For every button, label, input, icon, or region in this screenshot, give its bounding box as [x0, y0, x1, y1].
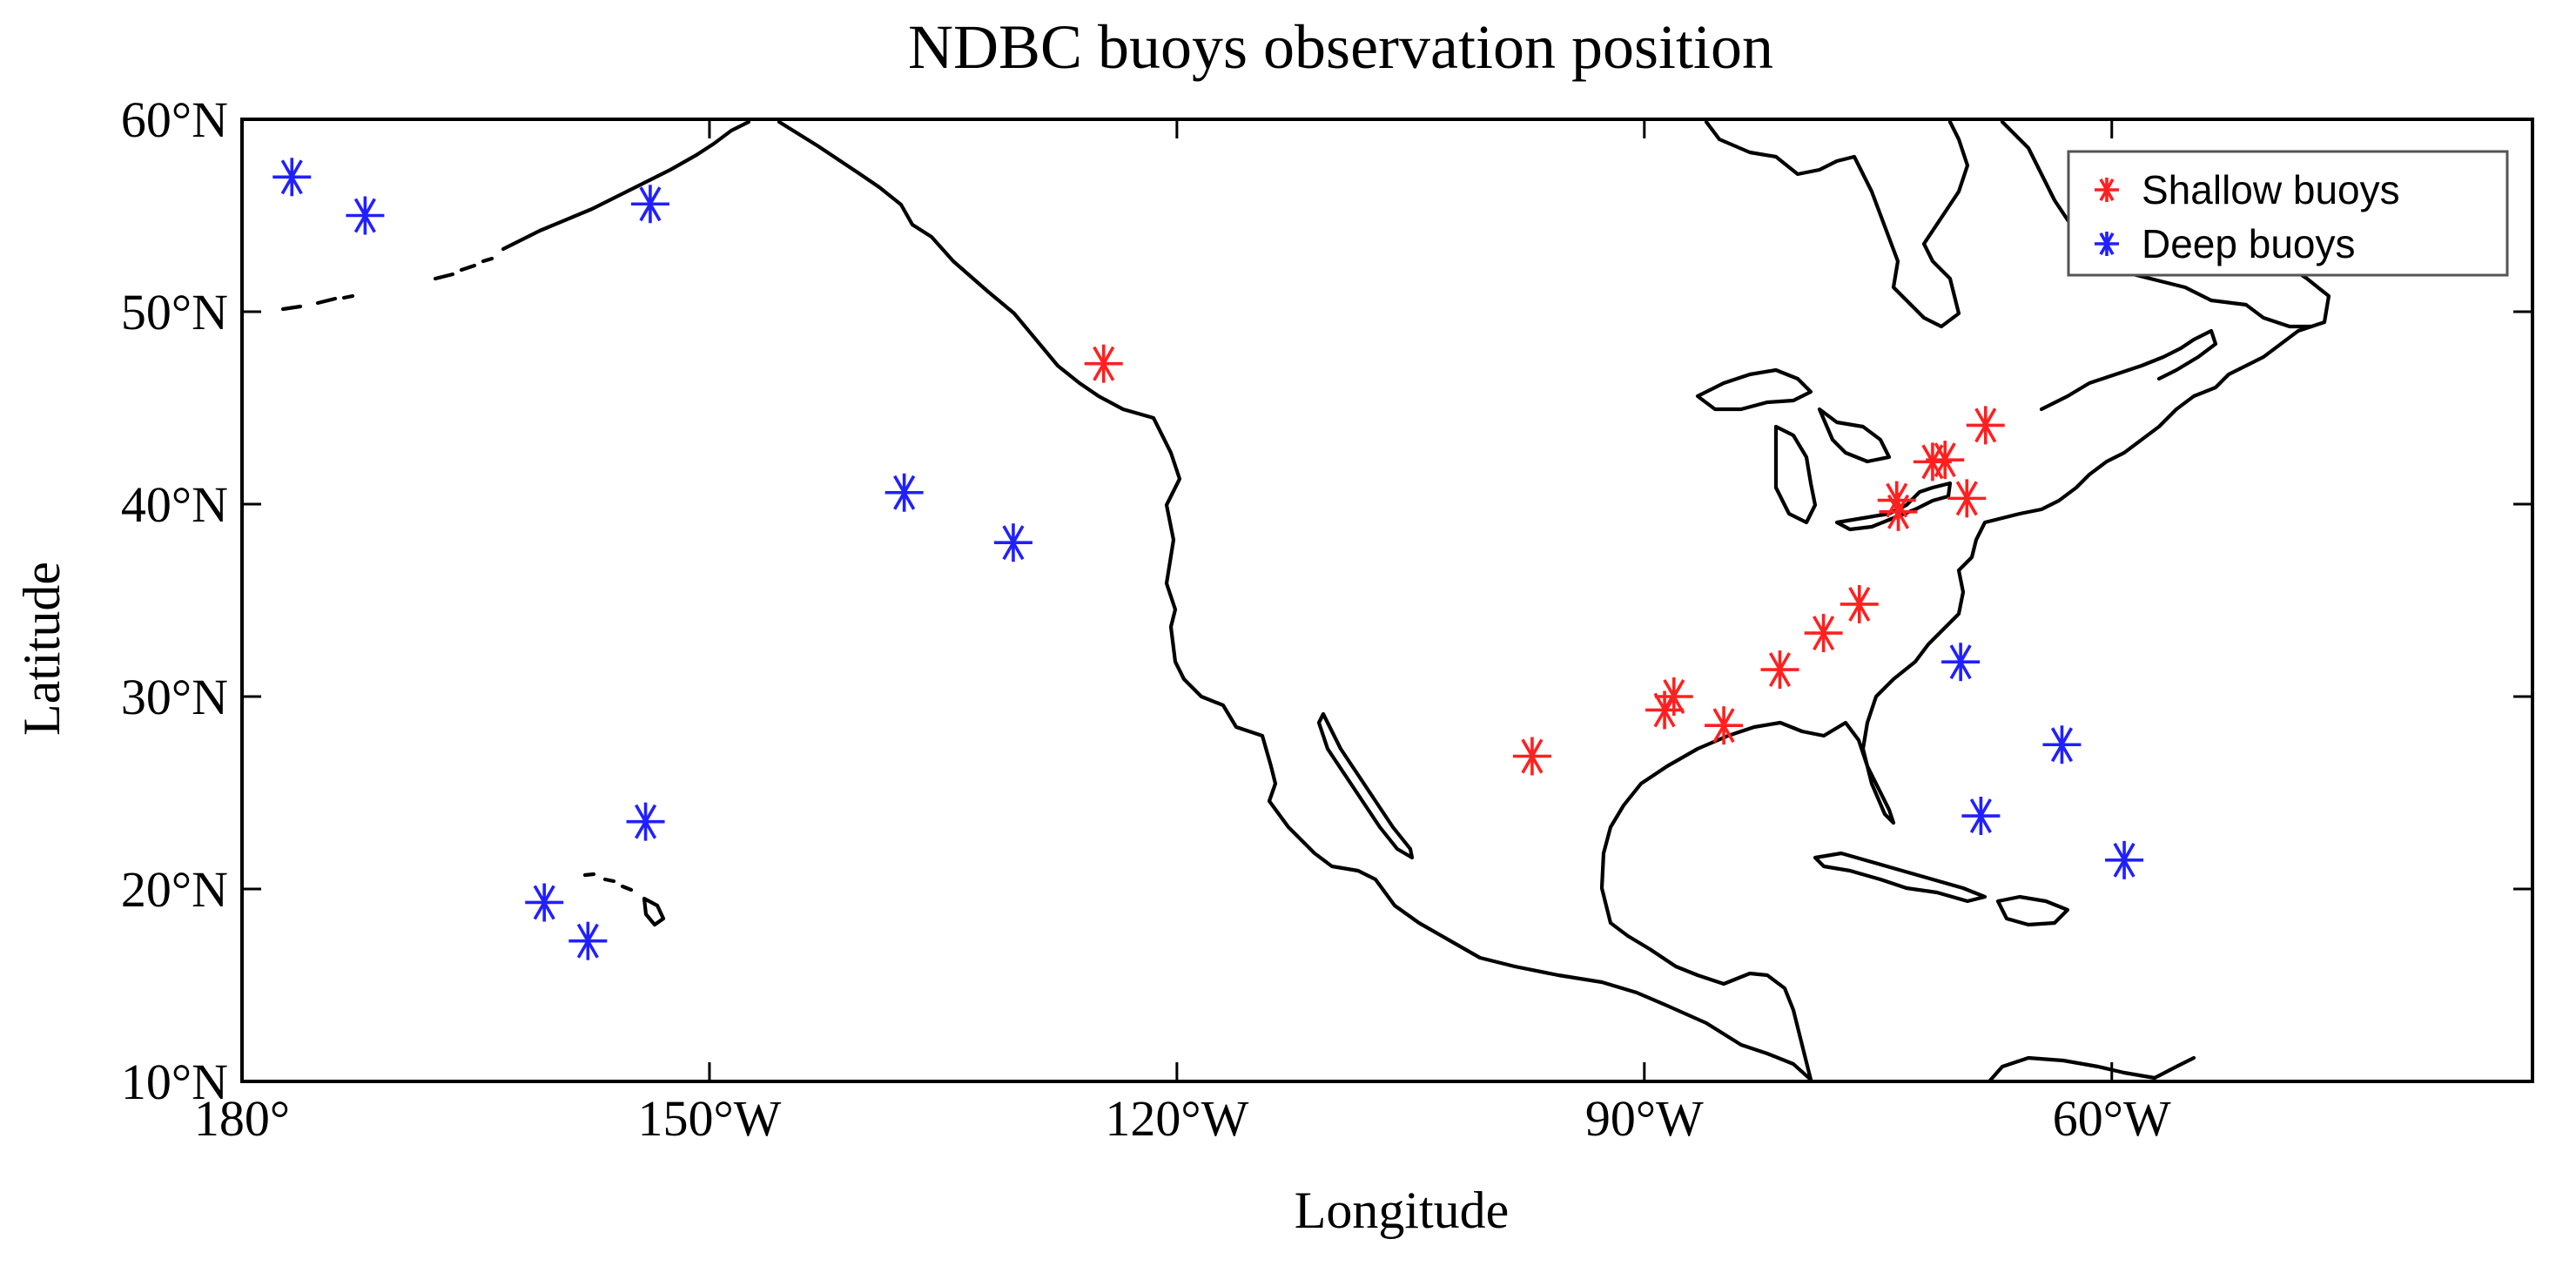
x-tick-label: 60°W [2053, 1090, 2171, 1147]
shallow-buoy-marker [1804, 614, 1843, 653]
legend-box [2067, 150, 2509, 277]
deep-buoy-marker [346, 196, 385, 235]
legend-shallow-label: Shallow buoys [2142, 167, 2400, 212]
x-axis: 180° 150°W 120°W 90°W 60°W [194, 119, 2171, 1147]
y-tick-label: 20°N [121, 861, 228, 918]
shallow-buoy-marker [1926, 441, 1965, 480]
shallow-buoy-marker [1654, 677, 1693, 716]
coastline-alaska-peninsula [501, 119, 751, 252]
deep-buoy-marker [1941, 643, 1981, 682]
deep-buoy-marker [993, 523, 1032, 562]
y-axis: 10°N 20°N 30°N 40°N 50°N 60°N [121, 91, 2532, 1110]
deep-buoy-marker [630, 185, 669, 224]
coastline-south-america-north [1987, 1055, 2196, 1081]
y-tick-label: 50°N [121, 284, 228, 340]
coastline-great-lakes [1695, 367, 1953, 532]
x-tick-label: 150°W [637, 1090, 781, 1147]
deep-buoy-marker [626, 802, 665, 841]
deep-buoy-marker [2105, 840, 2144, 879]
shallow-buoy-marker [1947, 479, 1987, 518]
deep-buoy-marker [2042, 725, 2082, 764]
x-tick-label: 120°W [1105, 1090, 1248, 1147]
coastline-hispaniola [1995, 894, 2070, 927]
y-tick-label: 30°N [121, 669, 228, 725]
y-tick-label: 10°N [121, 1054, 228, 1110]
deep-buoy-marker [884, 473, 924, 512]
shallow-buoy-marker [1966, 406, 2005, 445]
chart-title: NDBC buoys observation position [908, 12, 1773, 82]
plot-area: 180° 150°W 120°W 90°W 60°W 10°N 20°N 30°N 40°N 5… [121, 91, 2534, 1147]
deep-buoy-marker [1961, 797, 2001, 836]
x-tick-label: 180° [194, 1090, 290, 1147]
x-tick-label: 90°W [1585, 1090, 1704, 1147]
legend-shallow-marker [2095, 178, 2119, 202]
shallow-buoy-marker [1877, 481, 1916, 520]
coastline-cuba [1813, 851, 1987, 904]
coastline-hawaii [582, 872, 666, 927]
shallow-buoy-marker [1084, 344, 1123, 383]
y-axis-label: Latitude [13, 562, 71, 736]
coastline-aleutian-islands [280, 256, 494, 312]
deep-buoy-marker [568, 921, 608, 960]
shallow-buoy-marker [1512, 737, 1551, 776]
coastline-gulf-and-east-coast [1599, 324, 2314, 1081]
coastlines [280, 119, 2331, 1081]
plot-frame [240, 118, 2534, 1083]
shallow-buoy-marker [1705, 706, 1744, 745]
coastline-gulf-of-st-lawrence [2039, 328, 2218, 412]
buoy-markers [272, 158, 2144, 960]
legend: Shallow buoys Deep buoys [2067, 150, 2509, 277]
x-axis-label: Longitude [1295, 1182, 1510, 1239]
y-tick-label: 40°N [121, 476, 228, 533]
deep-buoy-marker [525, 883, 564, 922]
shallow-buoy-marker [1840, 584, 1879, 623]
coastline-hudson-bay [1704, 119, 1970, 329]
legend-deep-marker [2095, 232, 2119, 256]
coastline-north-america-west [777, 119, 1813, 1081]
legend-deep-label: Deep buoys [2142, 221, 2356, 266]
y-tick-label: 60°N [121, 91, 228, 148]
shallow-buoy-marker [1760, 650, 1799, 690]
coastline-baja-california [1316, 711, 1415, 860]
deep-buoy-marker [272, 158, 312, 197]
